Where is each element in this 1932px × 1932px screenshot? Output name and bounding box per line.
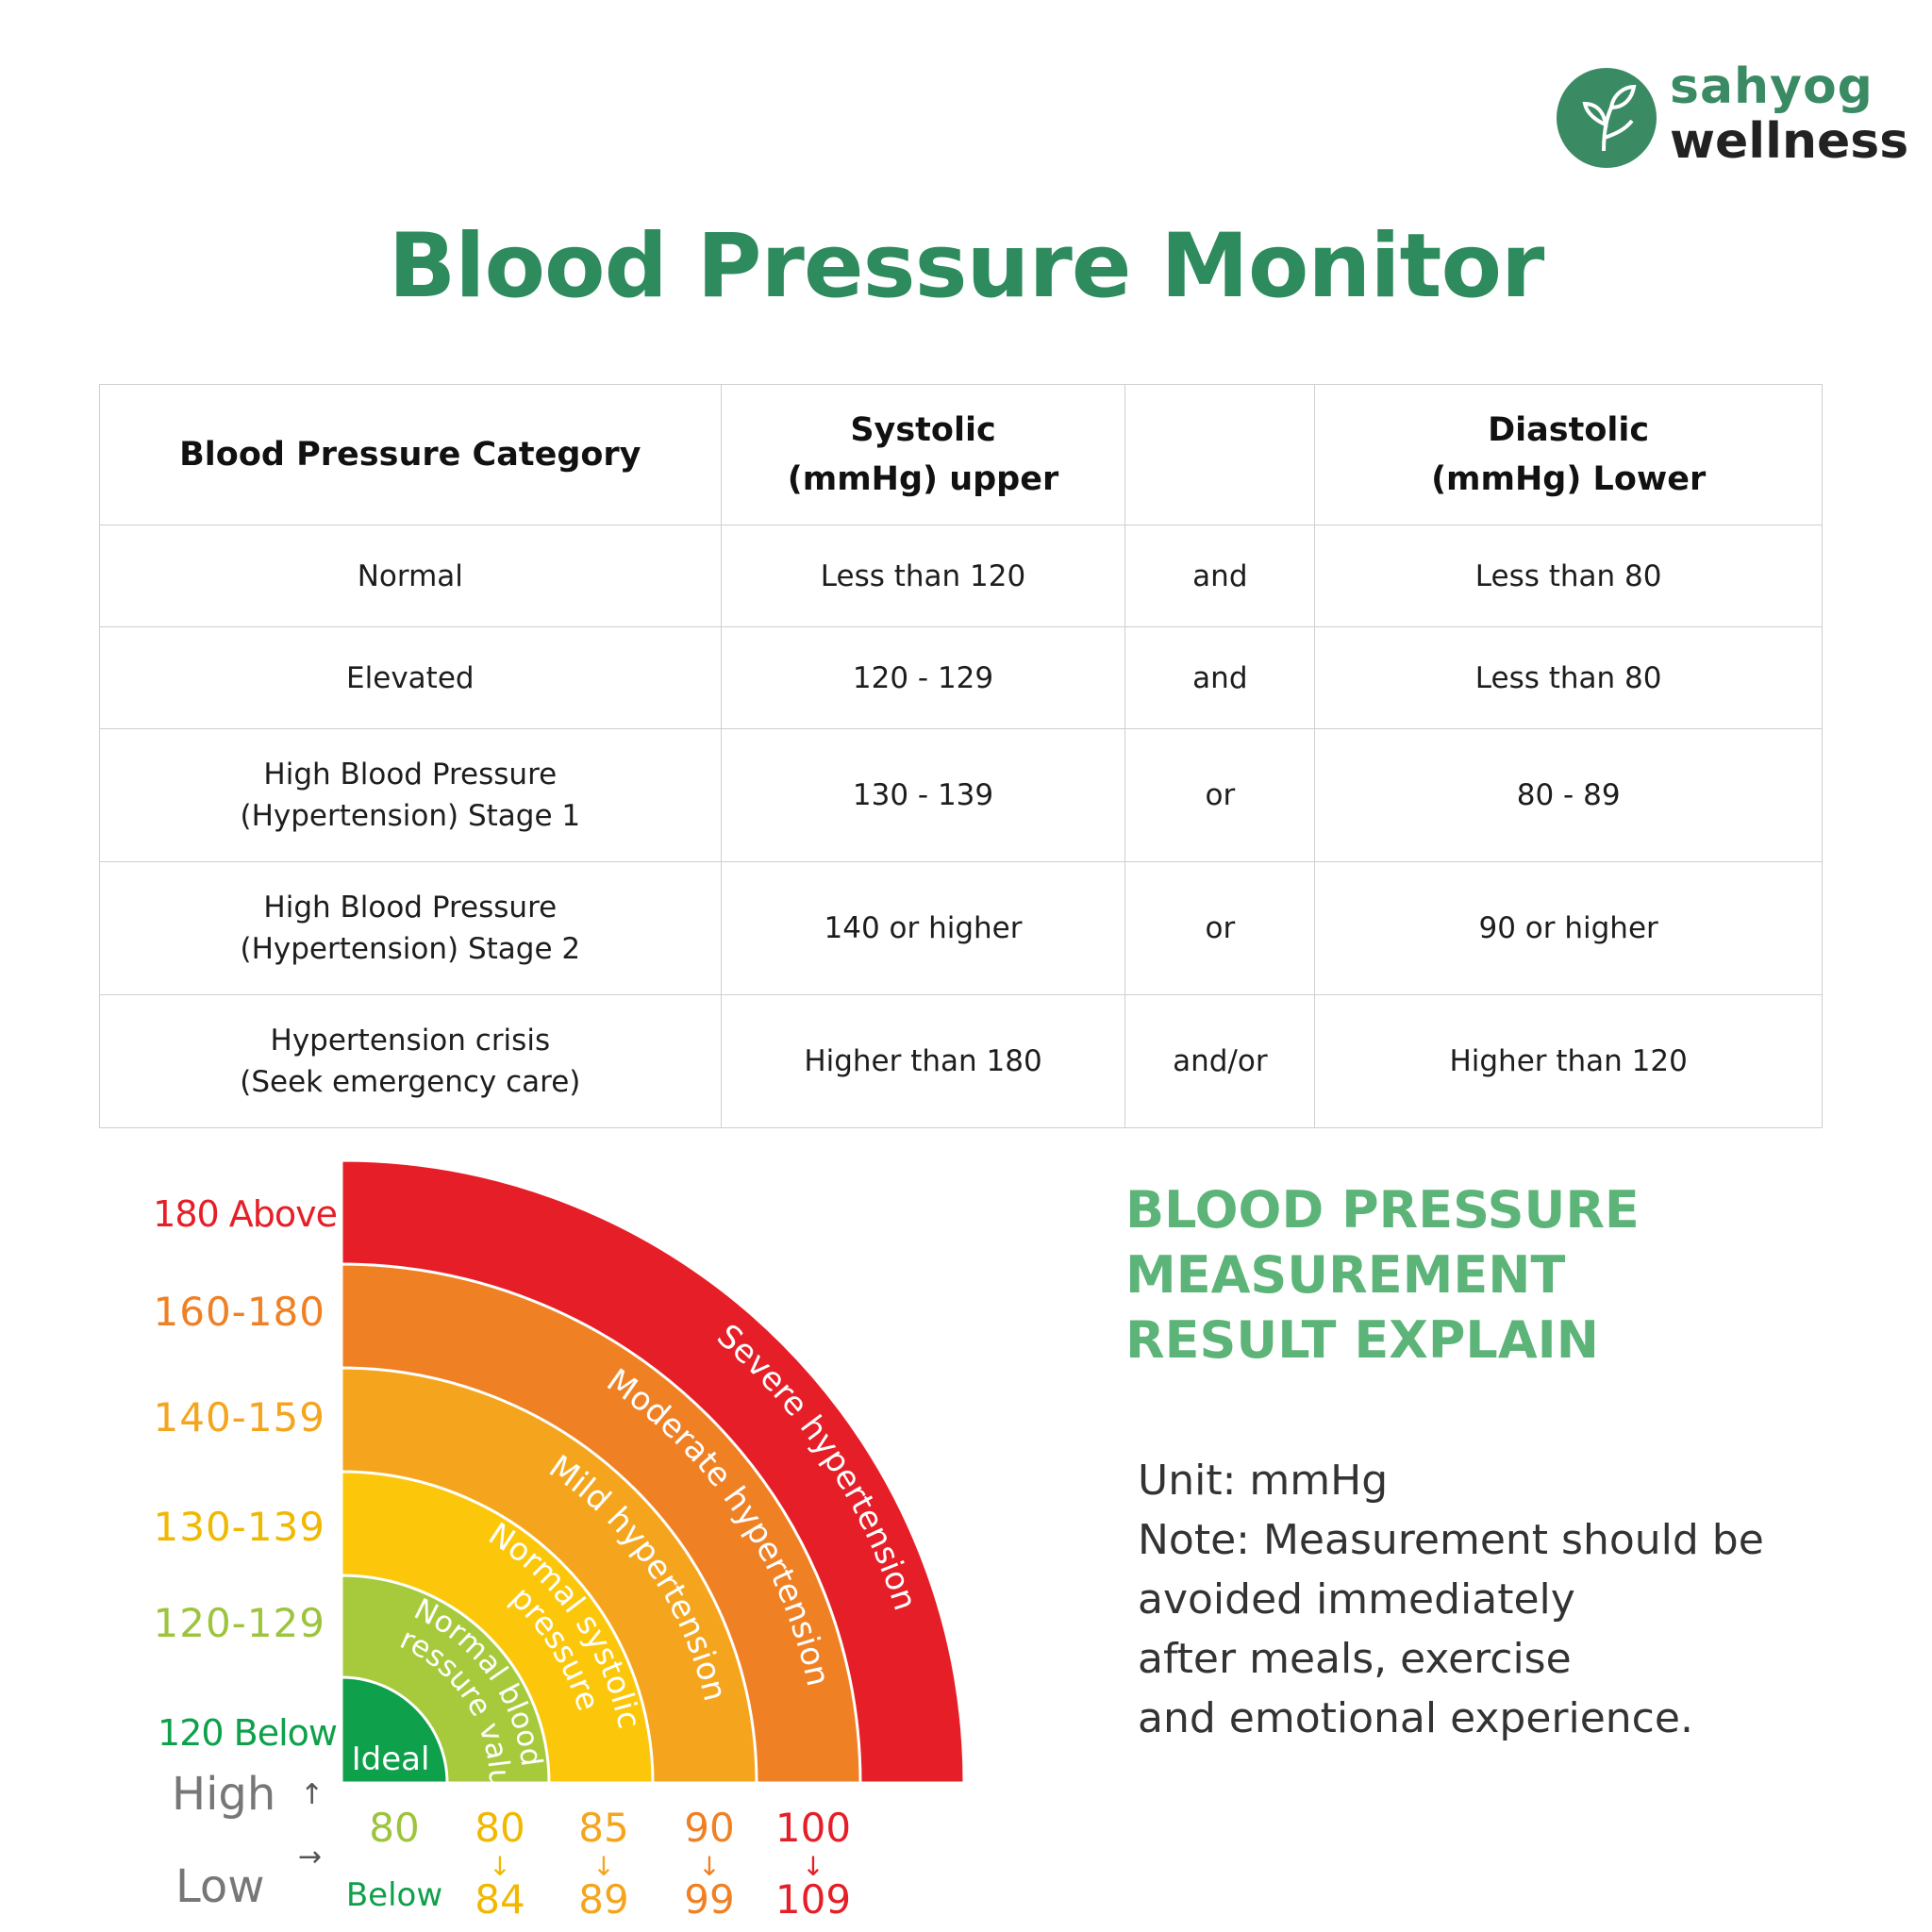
table-header-row: Blood Pressure Category Systolic (mmHg) … [99, 384, 1823, 525]
cell-diastolic: Higher than 120 [1314, 994, 1823, 1128]
low-label: Low [175, 1860, 265, 1913]
header-diastolic-line1: Diastolic [1488, 411, 1650, 449]
diastolic-low-label: 109 [775, 1876, 851, 1923]
cell-connector: and [1124, 626, 1316, 729]
diastolic-high-label: 100 [775, 1805, 851, 1851]
cell-category-line1: Hypertension crisis [270, 1024, 551, 1058]
table-row: Hypertension crisis (Seek emergency care… [99, 994, 1823, 1128]
explain-panel: BLOOD PRESSURE MEASUREMENT RESULT EXPLAI… [1125, 1177, 1880, 1742]
explain-body-line: avoided immediately [1138, 1575, 1575, 1624]
diastolic-high-label: 80 [475, 1805, 525, 1851]
down-arrow-icon: ↓ [802, 1851, 824, 1882]
cell-connector: and [1124, 525, 1316, 627]
systolic-label: 130-139 [154, 1504, 326, 1550]
cell-category: Normal [99, 525, 722, 627]
explain-body-line: after meals, exercise [1138, 1635, 1572, 1683]
band-5 [340, 1675, 449, 1785]
brand-logo: sahyog wellness [1557, 58, 1909, 181]
cell-category-line1: High Blood Pressure [263, 758, 558, 791]
cell-connector: or [1124, 861, 1316, 995]
table-row: Elevated 120 - 129 and Less than 80 [99, 626, 1823, 729]
cell-category: Elevated [99, 626, 722, 729]
cell-diastolic: 90 or higher [1314, 861, 1823, 995]
cell-systolic: Less than 120 [720, 525, 1126, 627]
bp-category-table: Blood Pressure Category Systolic (mmHg) … [99, 384, 1823, 1128]
diastolic-low-label: Below [346, 1876, 442, 1914]
systolic-label: 180 Above [153, 1193, 337, 1235]
diastolic-high-label: 90 [684, 1805, 734, 1851]
header-systolic-line1: Systolic [850, 411, 996, 449]
cell-category-line1: High Blood Pressure [263, 891, 558, 924]
cell-systolic: 130 - 139 [720, 728, 1126, 862]
right-arrow-icon: → [298, 1840, 322, 1874]
cell-category-line2: (Hypertension) Stage 1 [240, 799, 581, 833]
header-diastolic: Diastolic (mmHg) Lower [1314, 384, 1823, 525]
cell-category: High Blood Pressure (Hypertension) Stage… [99, 728, 722, 862]
table-row: Normal Less than 120 and Less than 80 [99, 525, 1823, 627]
down-arrow-icon: ↓ [698, 1851, 720, 1882]
down-arrow-icon: ↓ [489, 1851, 510, 1882]
header-diastolic-line2: (mmHg) Lower [1431, 460, 1707, 498]
cell-category-line2: (Seek emergency care) [240, 1065, 581, 1099]
explain-title-line3: RESULT EXPLAIN [1125, 1310, 1599, 1370]
cell-diastolic: Less than 80 [1314, 525, 1823, 627]
explain-body-line: and emotional experience. [1138, 1694, 1693, 1742]
down-arrow-icon: ↓ [592, 1851, 614, 1882]
brand-name-line2: wellness [1670, 113, 1909, 170]
header-connector [1124, 384, 1316, 525]
high-label: High [172, 1768, 275, 1821]
cell-systolic: 140 or higher [720, 861, 1126, 995]
cell-connector: and/or [1124, 994, 1316, 1128]
diastolic-low-label: 84 [475, 1876, 525, 1923]
header-systolic: Systolic (mmHg) upper [720, 384, 1126, 525]
diastolic-high-label: 85 [578, 1805, 628, 1851]
leaf-icon [1557, 68, 1657, 168]
explain-title-line2: MEASUREMENT [1125, 1245, 1566, 1305]
cell-systolic: 120 - 129 [720, 626, 1126, 729]
table-row: High Blood Pressure (Hypertension) Stage… [99, 861, 1823, 995]
explain-body-line: Note: Measurement should be [1138, 1516, 1764, 1564]
cell-diastolic: Less than 80 [1314, 626, 1823, 729]
table-row: High Blood Pressure (Hypertension) Stage… [99, 728, 1823, 862]
systolic-label: 120 Below [158, 1712, 337, 1754]
explain-title: BLOOD PRESSURE MEASUREMENT RESULT EXPLAI… [1125, 1177, 1880, 1373]
band-label-5: Ideal [352, 1740, 430, 1778]
explain-body-line: Unit: mmHg [1138, 1457, 1389, 1505]
cell-category: High Blood Pressure (Hypertension) Stage… [99, 861, 722, 995]
systolic-label: 160-180 [154, 1289, 326, 1335]
cell-connector: or [1124, 728, 1316, 862]
diastolic-low-label: 99 [684, 1876, 734, 1923]
explain-title-line1: BLOOD PRESSURE [1125, 1180, 1640, 1240]
systolic-label: 140-159 [154, 1394, 326, 1441]
diastolic-high-label: 80 [369, 1805, 419, 1851]
brand-name-line1: sahyog [1670, 58, 1874, 115]
header-systolic-line2: (mmHg) upper [787, 460, 1059, 498]
cell-category-line2: (Hypertension) Stage 2 [240, 932, 581, 966]
systolic-label: 120-129 [154, 1600, 326, 1646]
page-title: Blood Pressure Monitor [388, 215, 1545, 318]
cell-systolic: Higher than 180 [720, 994, 1126, 1128]
explain-body: Unit: mmHg Note: Measurement should be a… [1138, 1451, 1911, 1748]
header-category: Blood Pressure Category [99, 384, 722, 525]
cell-category: Hypertension crisis (Seek emergency care… [99, 994, 722, 1128]
diastolic-low-label: 89 [578, 1876, 628, 1923]
cell-diastolic: 80 - 89 [1314, 728, 1823, 862]
up-arrow-icon: ↑ [300, 1778, 324, 1811]
